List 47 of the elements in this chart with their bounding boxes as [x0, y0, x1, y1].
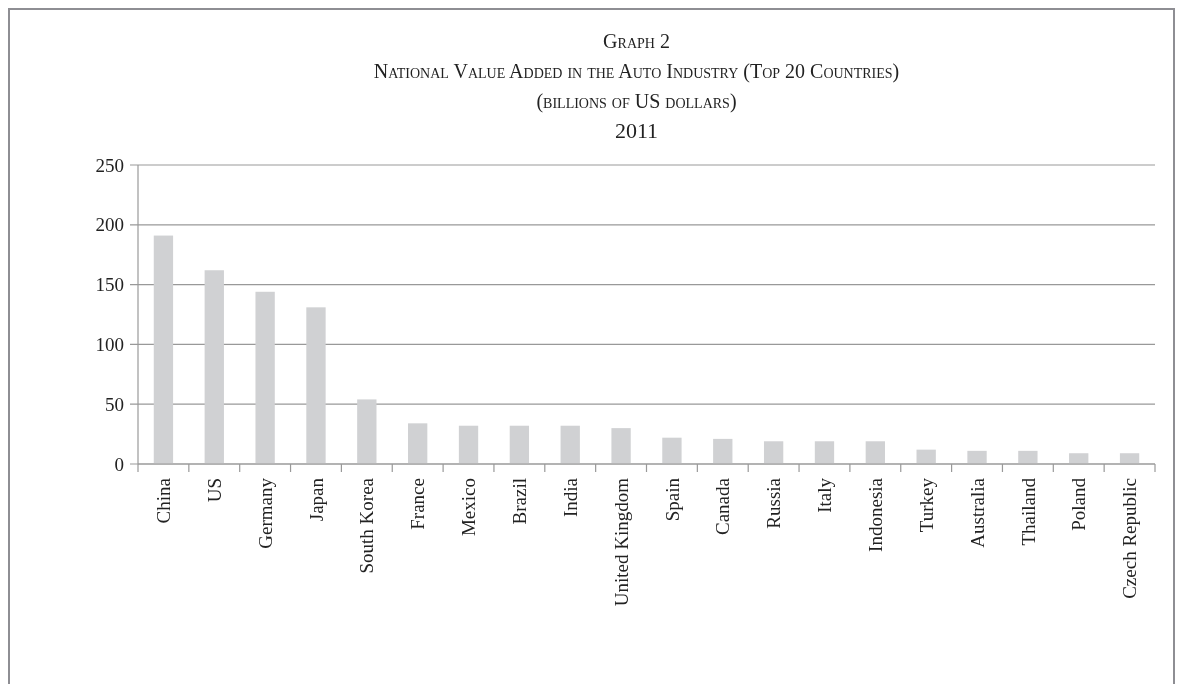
y-tick-label: 50: [105, 393, 124, 415]
bar: [255, 291, 275, 464]
x-tick-label: Russia: [763, 477, 785, 529]
x-tick-label: India: [559, 477, 581, 518]
bar: [458, 425, 479, 464]
bar: [408, 423, 428, 464]
y-tick-label: 150: [95, 274, 124, 296]
x-tick-label: Germany: [254, 477, 276, 549]
x-tick-label: Thailand: [1017, 477, 1039, 546]
x-tick-label: United Kingdom: [610, 477, 632, 607]
x-tick-label: US: [203, 478, 225, 503]
bar: [713, 438, 733, 464]
bar: [611, 428, 631, 464]
chart-title: Graph 2 National Value Added in the Auto Industry (Top 20 Countries): [373, 30, 900, 83]
bar: [357, 399, 377, 464]
x-tick-label: Japan: [305, 477, 327, 522]
bar: [1018, 450, 1038, 464]
x-tick-label: China: [153, 477, 175, 524]
y-tick-label: 0: [114, 453, 124, 475]
bar: [763, 441, 784, 464]
x-tick-label: Canada: [712, 477, 734, 535]
bar: [662, 437, 682, 464]
bar: [814, 441, 835, 464]
x-tick-label: Brazil: [509, 478, 531, 525]
x-tick-label: Australia: [966, 477, 988, 548]
bar: [1119, 453, 1140, 464]
x-tick-label: Turkey: [915, 477, 937, 533]
x-tick-label: France: [407, 478, 429, 530]
y-tick-label: 250: [95, 154, 124, 176]
bar: [865, 441, 885, 464]
y-tick-label: 100: [95, 334, 124, 356]
x-tick-label: Indonesia: [864, 477, 886, 552]
x-tick-label: Mexico: [458, 478, 480, 537]
x-tick-label: Czech Republic: [1119, 478, 1141, 599]
y-tick-label: 200: [95, 214, 124, 236]
x-tick-label: Poland: [1068, 477, 1090, 531]
bar: [306, 307, 326, 464]
x-tick-label: South Korea: [356, 477, 378, 574]
bar: [1069, 453, 1089, 464]
bar: [560, 425, 580, 464]
chart-subtitle: (billions of US dollars) 2011: [536, 90, 737, 143]
x-tick-label: Italy: [814, 477, 836, 513]
bar: [509, 425, 530, 464]
bar: [153, 235, 174, 464]
bar: [204, 270, 224, 464]
x-tick-label: Spain: [661, 477, 683, 522]
bar: [967, 450, 987, 464]
